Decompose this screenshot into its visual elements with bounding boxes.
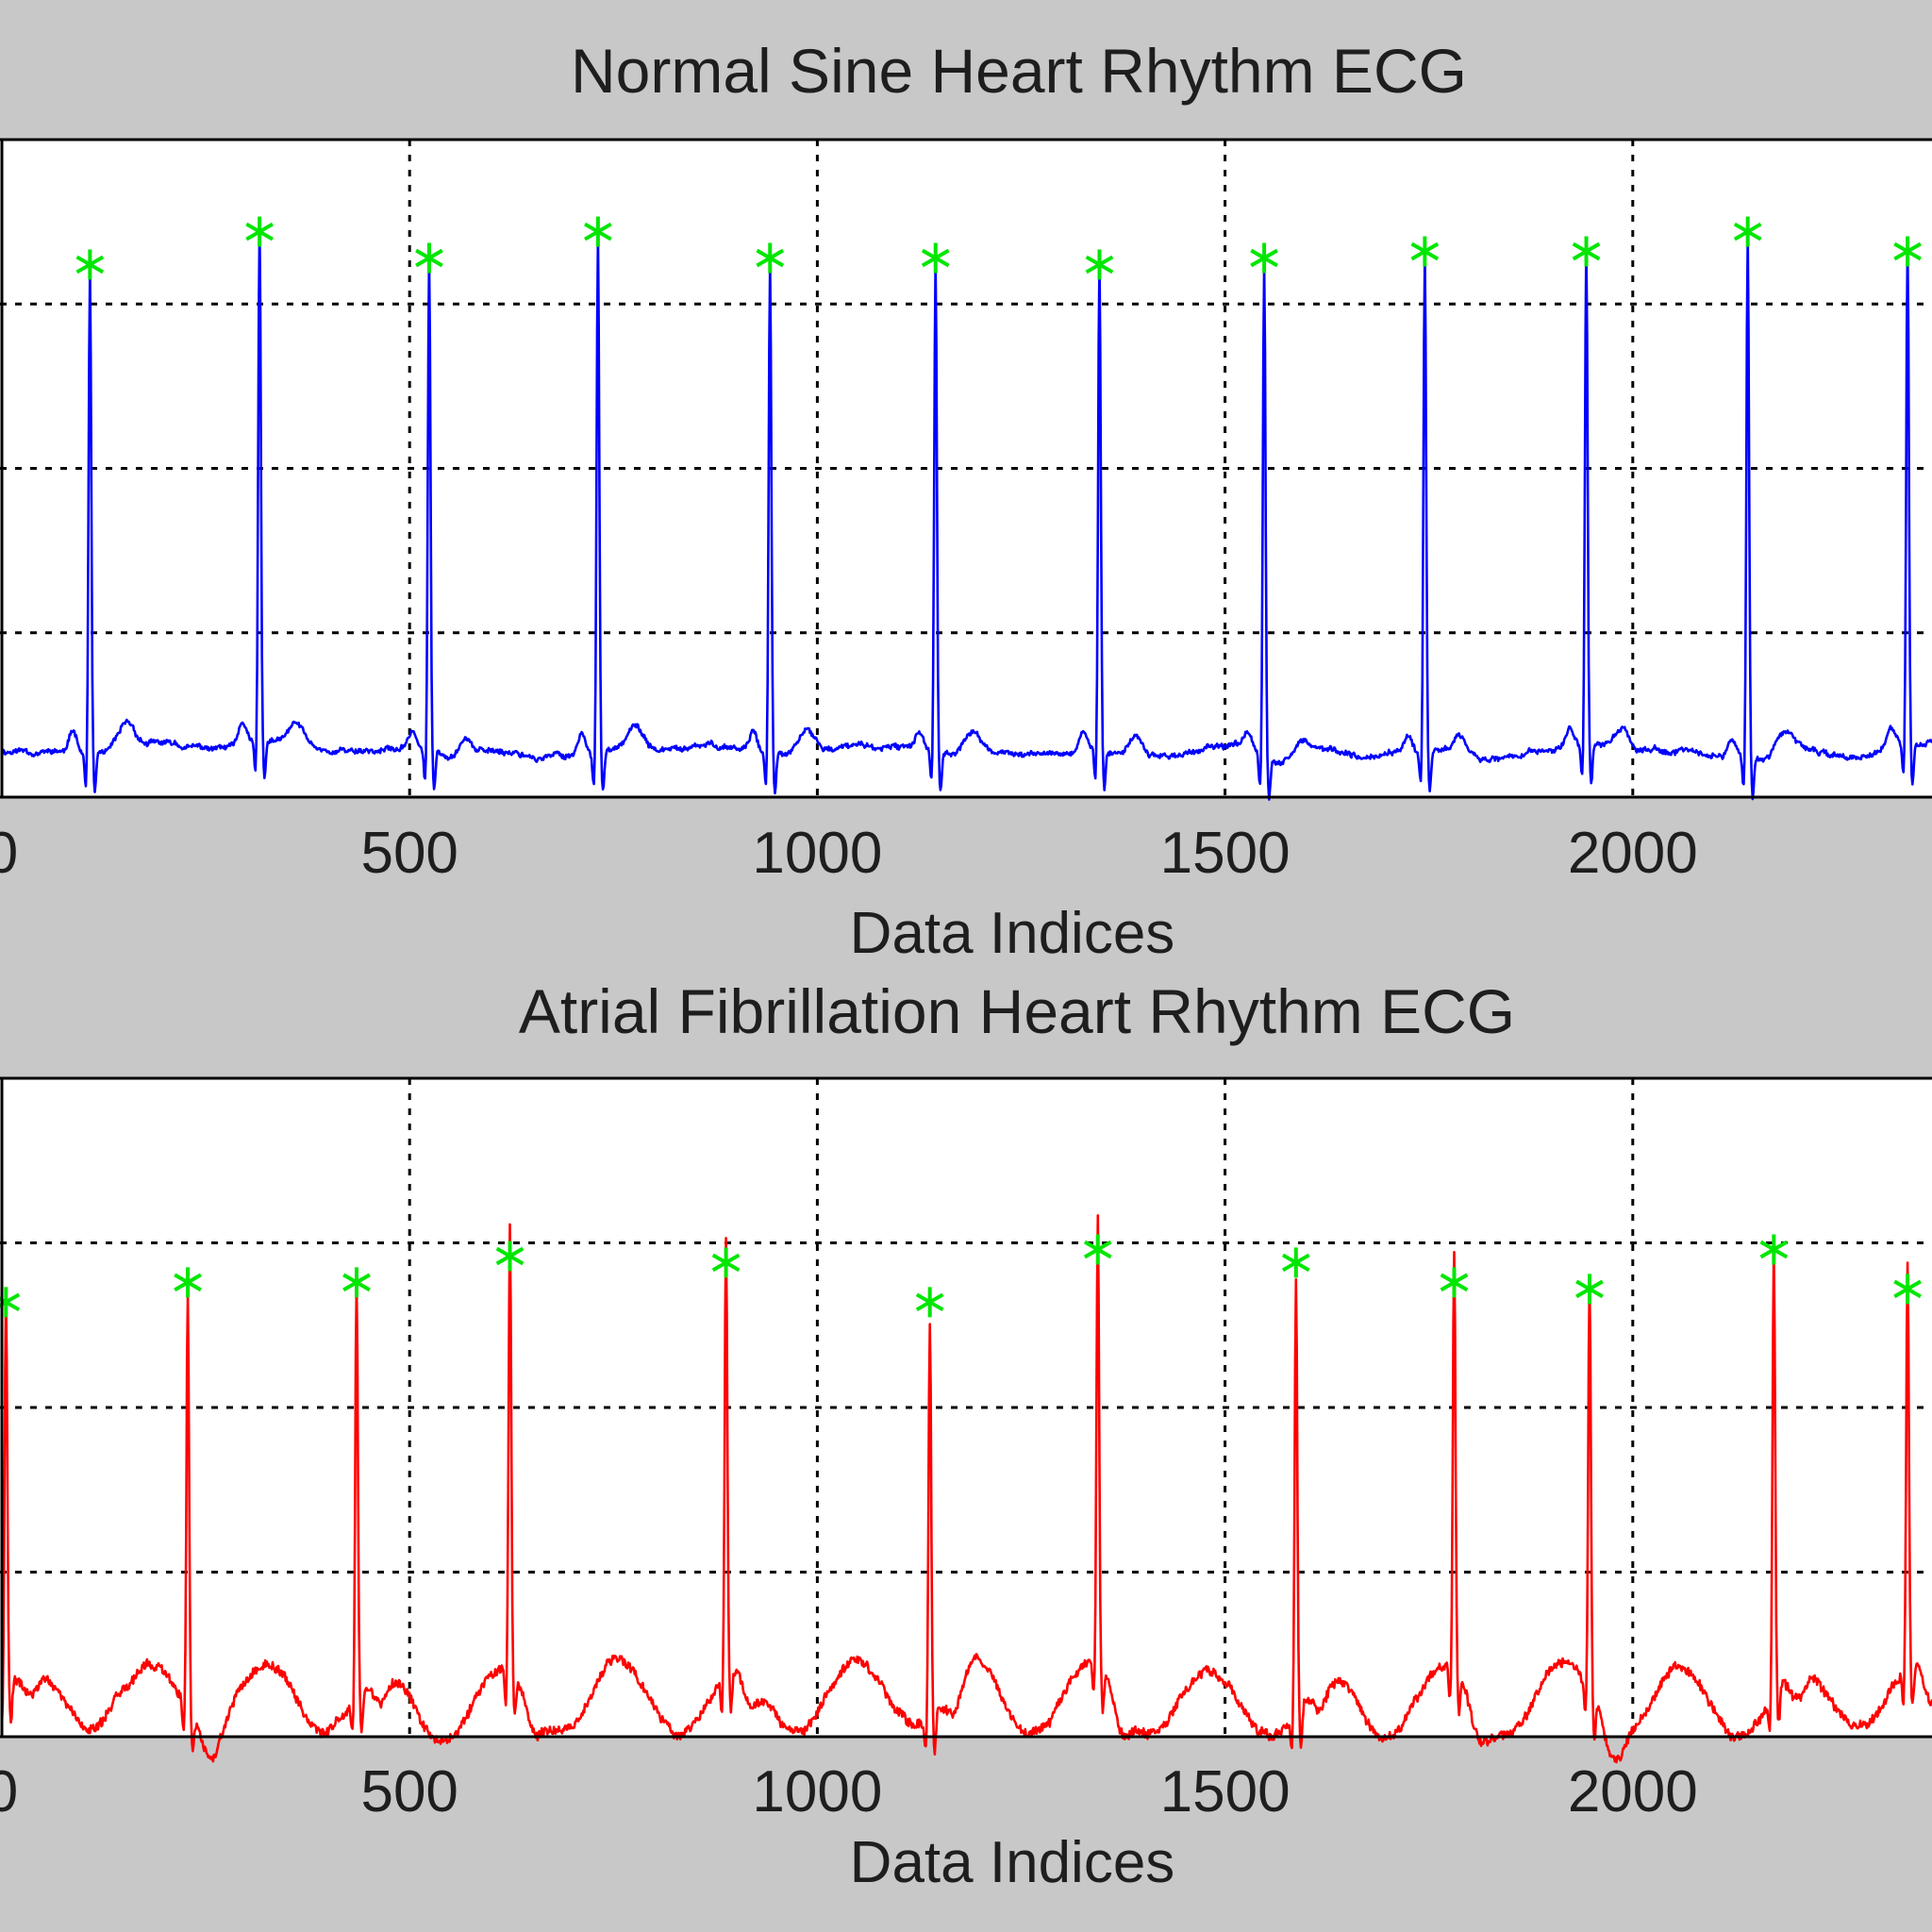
r-peak-marker: [1575, 1274, 1604, 1305]
r-peak-marker-stroke: [921, 248, 950, 268]
signal-layer: [0, 1214, 1932, 1764]
r-peak-marker-stroke: [1572, 242, 1601, 261]
x-tick-label: 2000: [1568, 1759, 1698, 1824]
r-peak-marker-stroke: [915, 1292, 944, 1312]
r-peak-marker: [711, 1247, 741, 1278]
x-axis-label: Data Indices: [850, 1830, 1175, 1895]
r-peak-marker: [1893, 1274, 1922, 1305]
x-tick-label: 1500: [1160, 821, 1291, 886]
r-peak-marker-stroke: [1575, 1279, 1604, 1299]
r-peak-marker-stroke: [584, 222, 612, 242]
r-peak-marker: [915, 1287, 944, 1318]
r-peak-marker: [584, 216, 612, 247]
r-peak-marker-stroke: [1759, 1240, 1789, 1259]
plot-frame: [0, 138, 1932, 799]
r-peak-marker-stroke: [342, 1273, 371, 1292]
r-peak-marker-stroke: [245, 222, 275, 242]
r-peak-marker: [342, 1267, 371, 1298]
r-peak-marker: [1250, 242, 1278, 274]
r-peak-marker-stroke: [1250, 248, 1278, 268]
chart-title: Normal Sine Heart Rhythm ECG: [571, 36, 1467, 106]
x-tick-labels: 0 500 1000 1500 2000: [0, 1759, 1698, 1824]
x-tick-label: 0: [0, 1759, 18, 1824]
peak-markers: [0, 1234, 1922, 1318]
r-peak-marker-stroke: [1893, 242, 1922, 261]
x-tick-label: 0: [0, 821, 18, 886]
r-peak-marker: [921, 242, 950, 274]
x-tick-label: 1000: [752, 821, 882, 886]
r-peak-marker-stroke: [711, 1253, 741, 1273]
r-peak-marker: [1572, 236, 1601, 267]
r-peak-marker: [1083, 1234, 1112, 1265]
x-tick-label: 2000: [1568, 821, 1698, 886]
r-peak-marker-stroke: [75, 255, 105, 275]
plot-frame: [0, 1076, 1932, 1739]
x-axis-label: Data Indices: [850, 901, 1175, 966]
signal-layer: [0, 219, 1932, 801]
x-tick-label: 500: [360, 1759, 458, 1824]
r-peak-marker: [1410, 236, 1440, 267]
r-peak-marker: [1085, 249, 1114, 280]
ecg-panel-normal: Normal Sine Heart Rhythm ECG 0 500 1000 150…: [0, 36, 1932, 966]
x-tick-label: 1500: [1160, 1759, 1291, 1824]
x-tick-label: 500: [360, 821, 458, 886]
grid-lines: [0, 140, 1932, 797]
r-peak-marker-stroke: [174, 1273, 202, 1292]
r-peak-marker: [756, 242, 785, 274]
r-peak-marker-stroke: [1281, 1253, 1310, 1273]
r-peak-marker: [75, 249, 105, 280]
r-peak-marker-stroke: [0, 1292, 21, 1308]
r-peak-marker: [1733, 216, 1762, 247]
r-peak-marker: [1893, 236, 1922, 267]
peak-markers: [75, 216, 1922, 280]
r-peak-marker: [245, 216, 275, 247]
r-peak-marker: [1440, 1267, 1469, 1298]
ecg-trace: [0, 219, 1932, 801]
r-peak-marker: [415, 242, 443, 274]
r-peak-marker-stroke: [415, 248, 443, 268]
r-peak-marker-stroke: [1410, 242, 1440, 261]
r-peak-marker: [0, 1287, 21, 1318]
r-peak-marker: [1281, 1247, 1310, 1278]
x-tick-label: 1000: [752, 1759, 882, 1824]
r-peak-marker: [174, 1267, 202, 1298]
r-peak-marker: [495, 1241, 525, 1272]
r-peak-marker-stroke: [1083, 1240, 1112, 1259]
r-peak-marker-stroke: [1440, 1273, 1469, 1292]
r-peak-marker-stroke: [1733, 222, 1762, 242]
r-peak-marker-stroke: [756, 248, 785, 268]
r-peak-marker-stroke: [1085, 255, 1114, 275]
r-peak-marker-stroke: [495, 1246, 525, 1266]
ecg-trace: [0, 1214, 1932, 1764]
x-tick-labels: 0 500 1000 1500 2000: [0, 821, 1698, 886]
r-peak-marker: [1759, 1234, 1789, 1265]
ecg-panel-afib: Atrial Fibrillation Heart Rhythm ECG 0 50…: [0, 976, 1932, 1895]
grid-lines: [0, 1078, 1932, 1737]
chart-title: Atrial Fibrillation Heart Rhythm ECG: [519, 976, 1515, 1046]
r-peak-marker-stroke: [1893, 1279, 1922, 1299]
